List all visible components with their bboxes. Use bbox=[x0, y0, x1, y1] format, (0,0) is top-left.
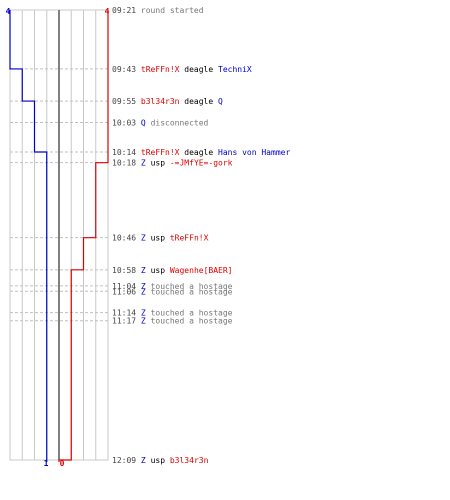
event-killer: tReFFn!X bbox=[141, 148, 180, 157]
event-entry: 10:14 tReFFn!X deagle Hans von Hammer bbox=[112, 148, 290, 157]
blue-end-count: 1 bbox=[44, 459, 49, 468]
event-log: 09:21 round started 09:43 tReFFn!X deagle… bbox=[112, 6, 290, 465]
event-player: Z bbox=[141, 282, 146, 291]
blue-start-count: 4 bbox=[6, 7, 11, 16]
event-guide-lines bbox=[10, 68, 108, 322]
event-text: touched a hostage bbox=[151, 317, 233, 326]
event-weapon: deagle bbox=[184, 97, 213, 106]
player-grid bbox=[9, 9, 109, 461]
event-killer: Z bbox=[141, 234, 146, 243]
event-time: 11:14 bbox=[112, 309, 136, 318]
event-killer: Z bbox=[141, 159, 146, 168]
event-victim: b3l34r3n bbox=[170, 456, 209, 465]
event-time: 12:09 bbox=[112, 456, 136, 465]
team-alive-lines bbox=[9, 10, 109, 462]
event-time: 09:43 bbox=[112, 65, 136, 74]
event-player: Q bbox=[141, 119, 146, 128]
event-time: 09:55 bbox=[112, 97, 136, 106]
event-victim: Hans von Hammer bbox=[218, 148, 290, 157]
event-entry: 11:14 Z touched a hostage bbox=[112, 309, 233, 318]
event-time: 10:14 bbox=[112, 148, 136, 157]
event-time: 10:58 bbox=[112, 266, 136, 275]
event-text: touched a hostage bbox=[151, 309, 233, 318]
event-killer: tReFFn!X bbox=[141, 65, 180, 74]
event-player: Z bbox=[141, 309, 146, 318]
red-team-line bbox=[58, 10, 109, 462]
event-weapon: usp bbox=[151, 159, 166, 168]
event-weapon: usp bbox=[151, 234, 166, 243]
event-victim: tReFFn!X bbox=[170, 234, 209, 243]
event-text: round started bbox=[141, 6, 204, 15]
event-text: touched a hostage bbox=[151, 287, 233, 296]
event-weapon: usp bbox=[151, 456, 166, 465]
event-killer: Z bbox=[141, 456, 146, 465]
event-time: 11:06 bbox=[112, 287, 136, 296]
event-time: 11:04 bbox=[112, 282, 136, 291]
event-time: 09:21 bbox=[112, 6, 136, 15]
event-victim: Q bbox=[218, 97, 223, 106]
event-text: disconnected bbox=[151, 119, 209, 128]
event-killer: b3l34r3n bbox=[141, 97, 180, 106]
event-weapon: usp bbox=[151, 266, 166, 275]
event-entry: 11:04 Z touched a hostage bbox=[112, 282, 233, 291]
event-player: Z bbox=[141, 317, 146, 326]
event-time: 10:46 bbox=[112, 234, 136, 243]
event-entry: 10:58 Z usp Wagenhe[BAER] bbox=[112, 266, 232, 275]
event-victim: -=JMfYE=-gork bbox=[170, 159, 233, 168]
event-victim: Wagenhe[BAER] bbox=[170, 266, 233, 275]
event-text: touched a hostage bbox=[151, 282, 233, 291]
event-victim: TechniX bbox=[218, 65, 252, 74]
event-time: 10:18 bbox=[112, 159, 136, 168]
event-killer: Z bbox=[141, 266, 146, 275]
event-entry: 10:18 Z usp -=JMfYE=-gork bbox=[112, 159, 233, 168]
event-time: 10:03 bbox=[112, 119, 136, 128]
event-entry: 12:09 Z usp b3l34r3n bbox=[112, 456, 209, 465]
event-player: Z bbox=[141, 287, 146, 296]
red-start-count: 4 bbox=[105, 7, 110, 16]
event-entry: 11:17 Z touched a hostage bbox=[112, 317, 233, 326]
event-entry: 11:06 Z touched a hostage bbox=[112, 287, 233, 296]
event-entry: 10:46 Z usp tReFFn!X bbox=[112, 234, 209, 243]
red-end-count: 0 bbox=[60, 459, 65, 468]
event-entry: 09:21 round started bbox=[112, 6, 204, 15]
blue-team-line bbox=[9, 10, 48, 462]
event-entry: 09:43 tReFFn!X deagle TechniX bbox=[112, 65, 252, 74]
event-entry: 09:55 b3l34r3n deagle Q bbox=[112, 97, 223, 106]
event-entry: 10:03 Q disconnected bbox=[112, 119, 209, 128]
event-time: 11:17 bbox=[112, 317, 136, 326]
event-weapon: deagle bbox=[184, 148, 213, 157]
event-weapon: deagle bbox=[184, 65, 213, 74]
